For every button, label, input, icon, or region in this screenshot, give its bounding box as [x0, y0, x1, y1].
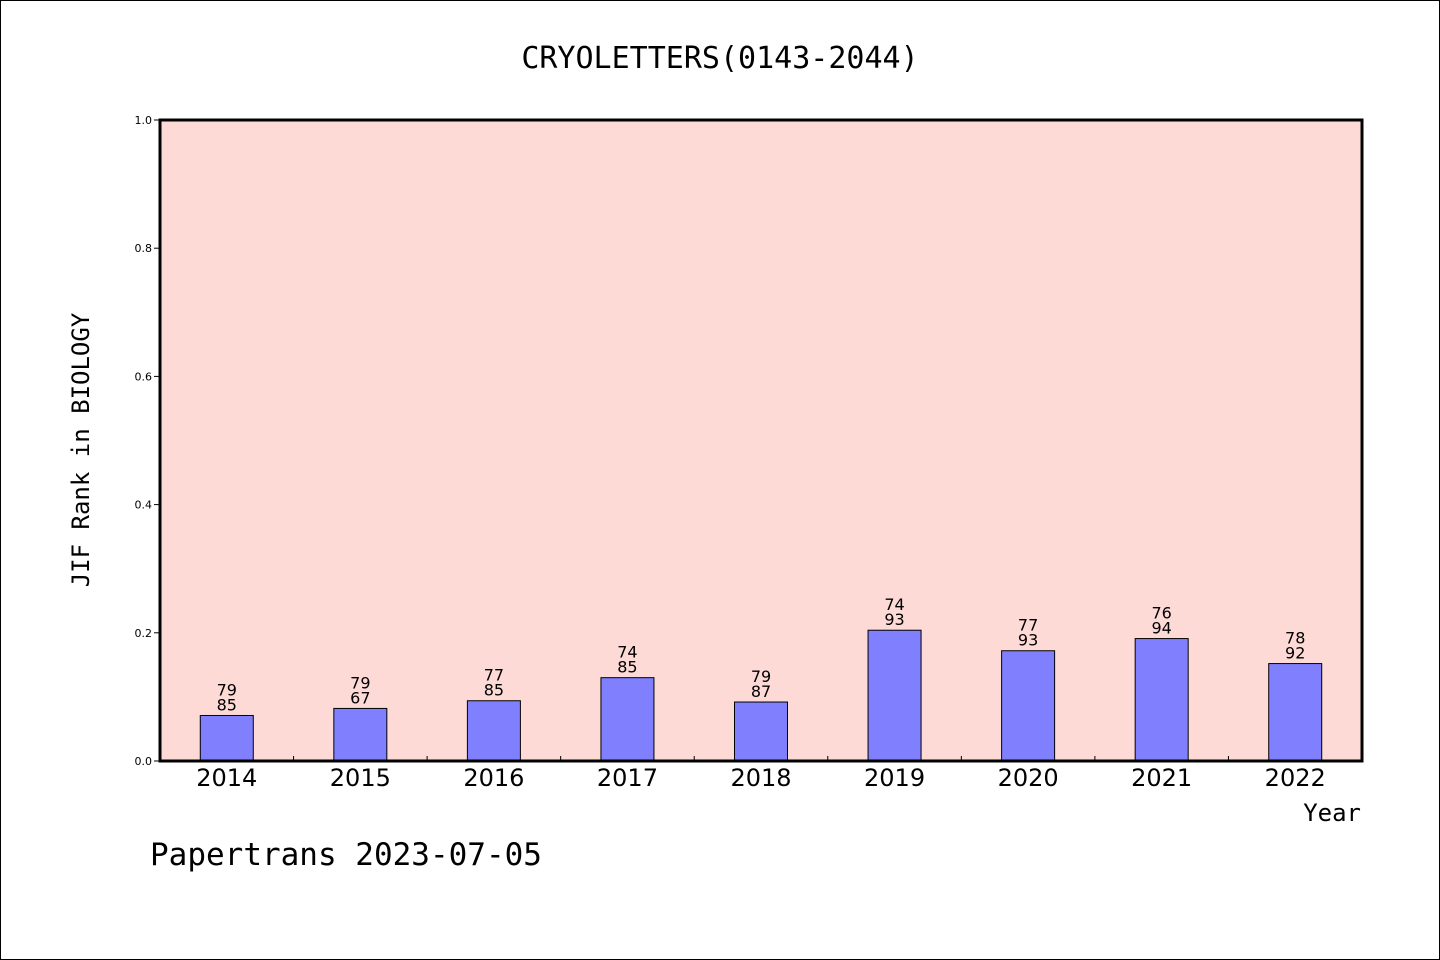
bar-2019	[867, 629, 922, 762]
x-tick-label-2015: 2015	[330, 764, 391, 792]
bar-label-bottom-2015: 67	[350, 688, 370, 707]
bar-2015	[333, 707, 388, 762]
x-tick-label-2018: 2018	[730, 764, 791, 792]
y-tick-label: 0.2	[135, 627, 153, 640]
bar-label-top-2022: 78	[1285, 629, 1305, 648]
bar-label-top-2021: 76	[1151, 604, 1171, 623]
bar-2022	[1268, 663, 1323, 762]
bar-label-bottom-2016: 85	[484, 681, 504, 700]
x-tick-label-2021: 2021	[1131, 764, 1192, 792]
footer-watermark: Papertrans 2023-07-05	[150, 837, 542, 873]
y-axis-ticks: 0.0 0.2 0.4 0.6 0.8 1.0	[135, 114, 160, 768]
chart-title: CRYOLETTERS(0143-2044)	[521, 41, 918, 76]
bar-label-top-2016: 77	[484, 666, 504, 685]
bar-2016	[466, 700, 521, 762]
bar-2017	[600, 677, 655, 762]
plot-frame	[158, 118, 1364, 763]
bar-label-bottom-2020: 93	[1018, 631, 1038, 650]
y-tick-label: 0.4	[135, 499, 153, 512]
x-tick-label-2020: 2020	[998, 764, 1059, 792]
bars-group	[199, 629, 1323, 762]
y-axis-label: JIF Rank in BIOLOGY	[67, 312, 95, 587]
y-tick-label: 1.0	[135, 114, 153, 127]
bar-label-bottom-2019: 93	[884, 610, 904, 629]
bar-2020	[1001, 650, 1056, 762]
bar-label-bottom-2017: 85	[617, 658, 637, 677]
x-tick-label-2016: 2016	[463, 764, 524, 792]
bar-label-bottom-2021: 94	[1151, 619, 1171, 638]
bar-label-top-2015: 79	[350, 673, 370, 692]
y-tick-label: 0.0	[135, 755, 153, 768]
x-tick-label-2017: 2017	[597, 764, 658, 792]
bar-2014	[199, 714, 254, 762]
x-tick-label-2019: 2019	[864, 764, 925, 792]
x-tick-label-2022: 2022	[1265, 764, 1326, 792]
bar-label-top-2017: 74	[617, 643, 637, 662]
bar-2021	[1134, 638, 1189, 762]
x-tick-label-2014: 2014	[196, 764, 257, 792]
bar-label-bottom-2022: 92	[1285, 644, 1305, 663]
bar-label-top-2018: 79	[751, 667, 771, 686]
bar-label-top-2019: 74	[884, 595, 904, 614]
y-tick-label: 0.8	[135, 242, 153, 255]
bar-label-bottom-2014: 85	[217, 695, 237, 714]
bar-label-top-2020: 77	[1018, 616, 1038, 635]
y-tick-label: 0.6	[135, 370, 153, 383]
x-axis-label: Year	[1303, 799, 1361, 827]
bar-label-top-2014: 79	[217, 680, 237, 699]
bar-label-bottom-2018: 87	[751, 682, 771, 701]
bar-2018	[734, 701, 788, 762]
x-axis-ticks: 2014 2015 2016 2017 2018 2019 2020 2021 2022	[196, 756, 1326, 792]
